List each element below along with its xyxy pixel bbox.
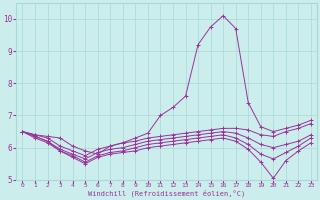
X-axis label: Windchill (Refroidissement éolien,°C): Windchill (Refroidissement éolien,°C) [88,190,245,197]
